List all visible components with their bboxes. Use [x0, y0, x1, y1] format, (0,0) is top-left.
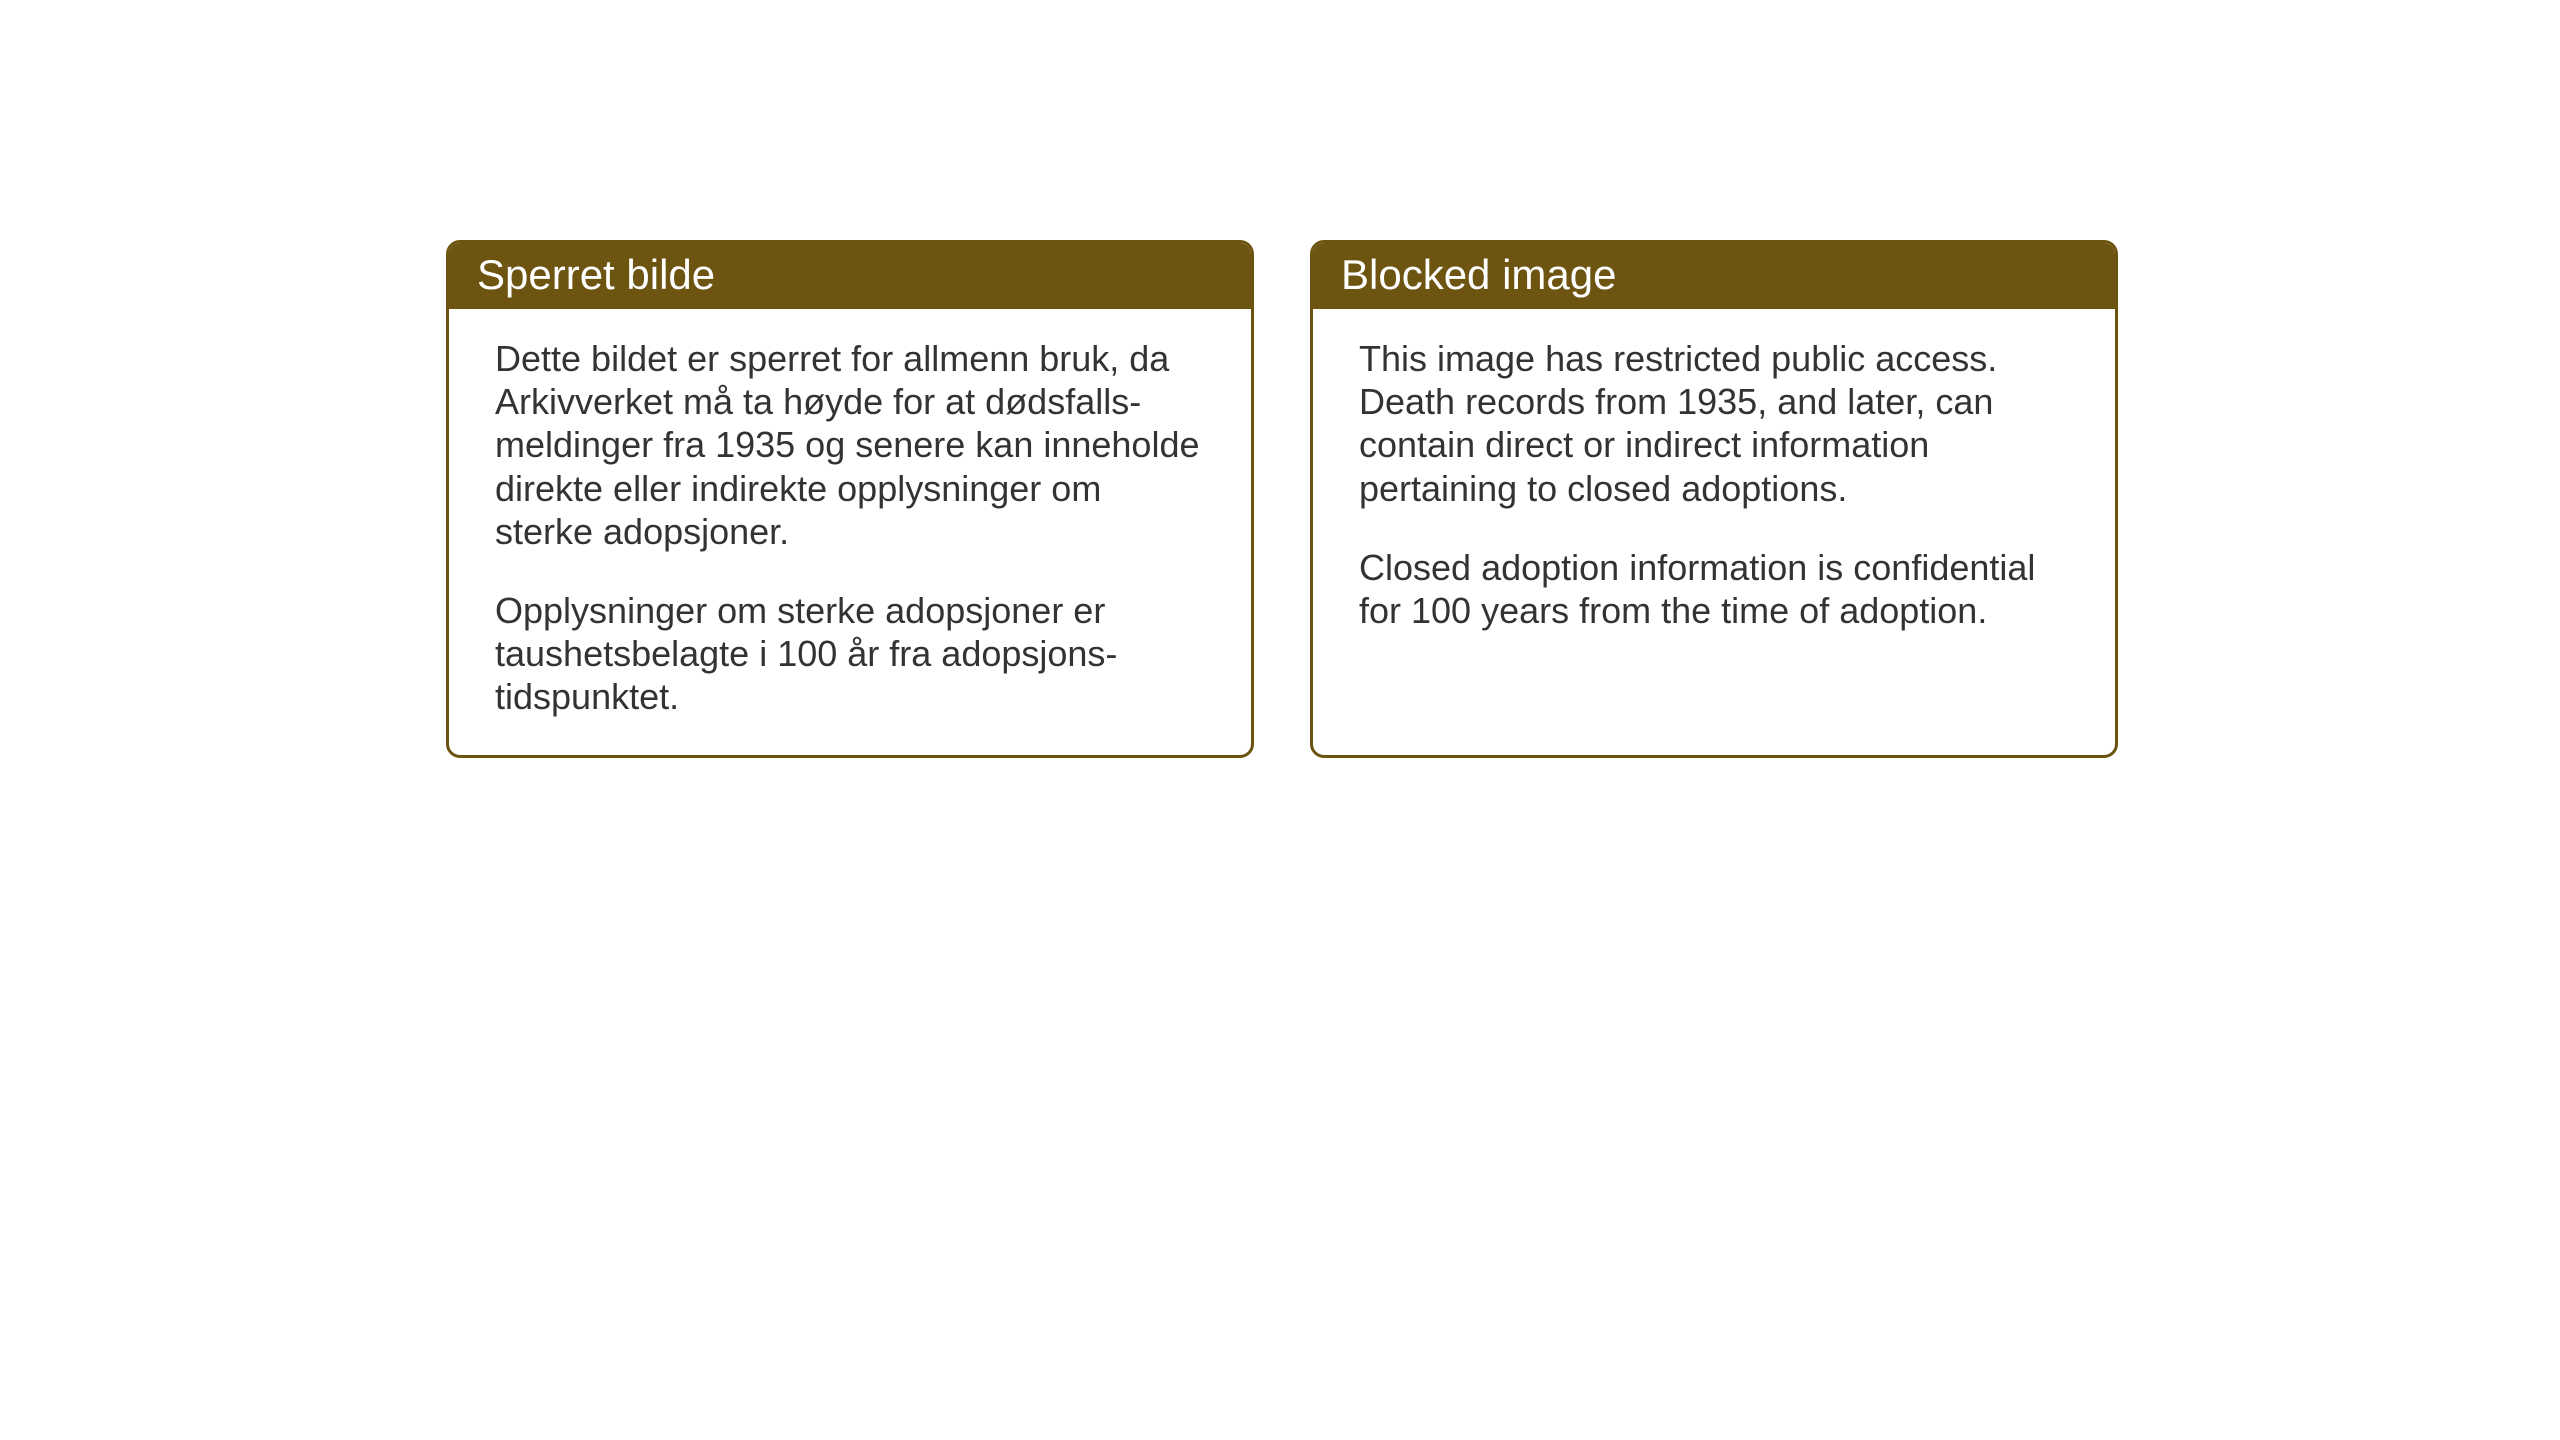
norwegian-card: Sperret bilde Dette bildet er sperret fo…: [446, 240, 1254, 758]
norwegian-paragraph-1: Dette bildet er sperret for allmenn bruk…: [495, 337, 1205, 553]
notice-container: Sperret bilde Dette bildet er sperret fo…: [446, 240, 2118, 758]
norwegian-paragraph-2: Opplysninger om sterke adopsjoner er tau…: [495, 589, 1205, 719]
english-card-body: This image has restricted public access.…: [1313, 309, 2115, 668]
english-card-title: Blocked image: [1313, 243, 2115, 309]
english-paragraph-2: Closed adoption information is confident…: [1359, 546, 2069, 632]
norwegian-card-title: Sperret bilde: [449, 243, 1251, 309]
norwegian-card-body: Dette bildet er sperret for allmenn bruk…: [449, 309, 1251, 755]
english-paragraph-1: This image has restricted public access.…: [1359, 337, 2069, 510]
english-card: Blocked image This image has restricted …: [1310, 240, 2118, 758]
